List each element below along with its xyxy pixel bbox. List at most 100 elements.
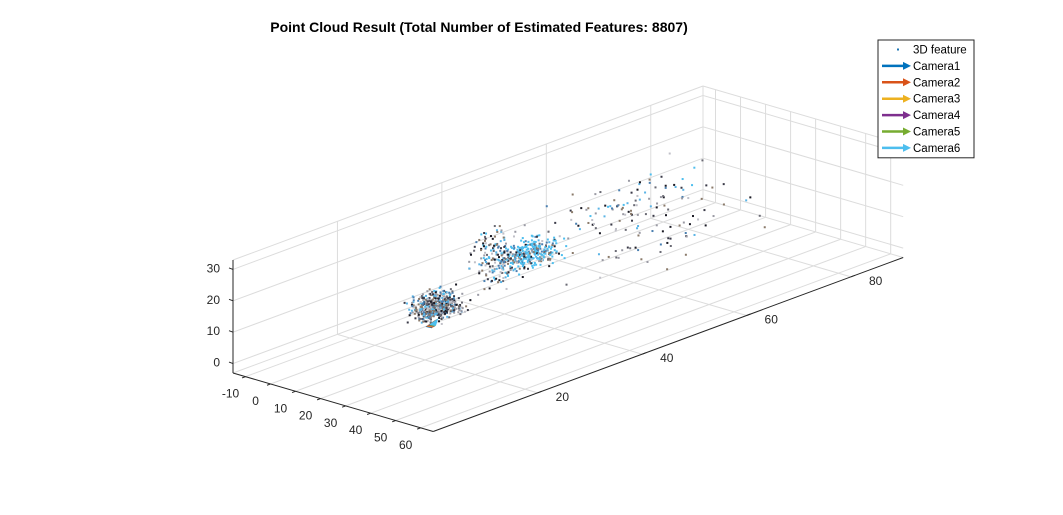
feature-point [514, 267, 517, 270]
feature-point [618, 189, 621, 192]
feature-point [522, 256, 525, 259]
feature-point [536, 252, 539, 255]
feature-point [529, 262, 532, 265]
feature-point [403, 301, 406, 304]
feature-point [452, 298, 455, 301]
x-axis-line [232, 372, 434, 432]
feature-point [622, 203, 625, 206]
legend-item: Camera3 [882, 94, 960, 106]
feature-point [610, 223, 613, 226]
feature-point [644, 213, 647, 216]
feature-point [684, 253, 687, 256]
feature-point [446, 308, 449, 311]
feature-point [535, 255, 538, 258]
feature-point [521, 261, 524, 264]
feature-point [534, 245, 537, 248]
feature-point [529, 259, 532, 262]
feature-point [486, 278, 489, 281]
box-edge-4 [232, 198, 704, 374]
feature-point [621, 206, 624, 209]
feature-point [526, 251, 529, 254]
feature-point [453, 309, 456, 312]
feature-point [424, 305, 427, 308]
feature-point [453, 295, 456, 298]
feature-point [433, 306, 436, 309]
feature-point [535, 246, 538, 249]
feature-point [486, 253, 489, 256]
feature-point [664, 214, 667, 217]
feature-point [431, 290, 434, 293]
feature-point [681, 195, 684, 198]
feature-point [503, 238, 506, 241]
feature-point [439, 293, 442, 296]
feature-point [415, 308, 418, 311]
feature-point [589, 215, 592, 218]
feature-point [538, 257, 541, 260]
feature-point [607, 205, 610, 208]
feature-point [558, 235, 561, 238]
feature-point [422, 320, 425, 323]
feature-point [444, 309, 447, 312]
legend-item: Camera6 [882, 143, 960, 155]
feature-point [495, 267, 498, 270]
feature-point [451, 310, 454, 313]
feature-point [463, 310, 466, 313]
grid-line-x-floor-6 [395, 246, 866, 422]
feature-point [634, 246, 637, 249]
feature-point [518, 256, 521, 259]
grid-line-y-floor-3 [650, 217, 852, 278]
feature-point [607, 255, 610, 258]
feature-point [438, 309, 441, 312]
feature-point [422, 314, 425, 317]
feature-point [426, 298, 429, 301]
feature-point [537, 250, 540, 253]
feature-point [517, 265, 520, 268]
feature-point [518, 273, 521, 276]
axes-grid [232, 85, 904, 432]
feature-point [626, 202, 629, 205]
feature-point [420, 321, 423, 324]
feature-point [473, 249, 476, 252]
feature-point [552, 239, 555, 242]
feature-point [521, 250, 524, 253]
feature-point [468, 260, 471, 263]
feature-point [587, 221, 590, 224]
feature-point [438, 311, 441, 314]
feature-point [438, 305, 441, 308]
feature-point [659, 243, 662, 246]
feature-point [460, 306, 463, 309]
feature-point [521, 254, 524, 257]
feature-point [483, 235, 486, 238]
feature-point [511, 254, 514, 257]
feature-point [652, 214, 655, 217]
feature-point [483, 288, 486, 291]
x-tick-mark [366, 412, 371, 415]
feature-point [484, 261, 487, 264]
legend-label: Camera2 [913, 77, 960, 89]
feature-point [527, 240, 530, 243]
feature-point [532, 247, 535, 250]
feature-point [515, 270, 518, 273]
feature-point [427, 312, 430, 315]
feature-point [430, 313, 433, 316]
feature-point [507, 259, 510, 262]
x-tick-mark [291, 390, 296, 394]
feature-point [682, 221, 685, 224]
feature-point [486, 262, 489, 265]
feature-point [505, 287, 508, 290]
feature-point [528, 262, 531, 265]
feature-point [524, 240, 527, 243]
feature-point [594, 212, 597, 215]
feature-point [513, 246, 516, 249]
feature-point [457, 311, 460, 314]
feature-point [434, 294, 437, 297]
feature-point [497, 258, 500, 261]
feature-point [437, 306, 440, 309]
feature-point [530, 255, 533, 258]
feature-point [503, 250, 506, 253]
feature-point [533, 249, 536, 252]
feature-point [571, 193, 574, 196]
feature-point [502, 268, 505, 271]
feature-point [418, 319, 421, 322]
feature-point [425, 320, 428, 323]
